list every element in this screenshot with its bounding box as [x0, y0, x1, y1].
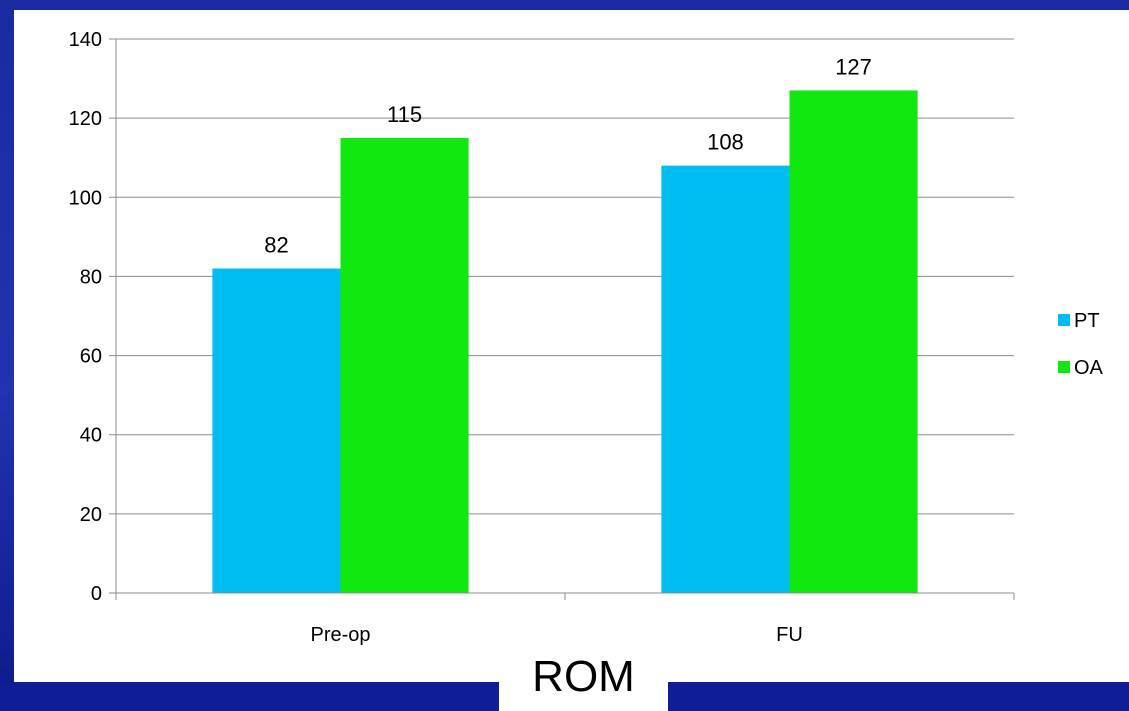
y-tick-label: 120 [69, 108, 102, 130]
bar-oa-pre-op [340, 137, 469, 593]
data-label: 108 [707, 130, 744, 155]
bar-pt-fu [661, 165, 790, 593]
data-label: 82 [264, 233, 288, 258]
y-tick-label: 140 [69, 29, 102, 51]
chart-title: ROM [532, 652, 635, 701]
axes [109, 38, 1015, 600]
labels: 0 20 40 60 80 100 120 140 82 115 Pre-op 108 127 FU [69, 29, 872, 646]
x-tick-label: Pre-op [310, 624, 370, 646]
y-tick-label: 80 [80, 266, 102, 288]
legend-swatch-pt [1058, 314, 1070, 326]
y-tick-label: 60 [80, 346, 102, 368]
bar-oa-fu [789, 90, 918, 593]
title-box [499, 644, 668, 711]
data-label: 115 [387, 102, 422, 127]
legend-label-oa: OA [1074, 357, 1104, 379]
data-label: 127 [835, 54, 872, 79]
legend-label-pt: PT [1074, 310, 1100, 332]
y-tick-label: 0 [91, 583, 102, 605]
y-tick-label: 40 [80, 425, 102, 447]
bar-pt-pre-op [212, 268, 341, 593]
y-tick-label: 20 [80, 504, 102, 526]
bars [212, 90, 918, 593]
chart-panel [14, 10, 1129, 682]
x-tick-label: FU [776, 624, 803, 646]
y-tick-label: 100 [69, 187, 102, 209]
legend: PT OA [1058, 310, 1104, 379]
legend-swatch-oa [1058, 361, 1070, 373]
